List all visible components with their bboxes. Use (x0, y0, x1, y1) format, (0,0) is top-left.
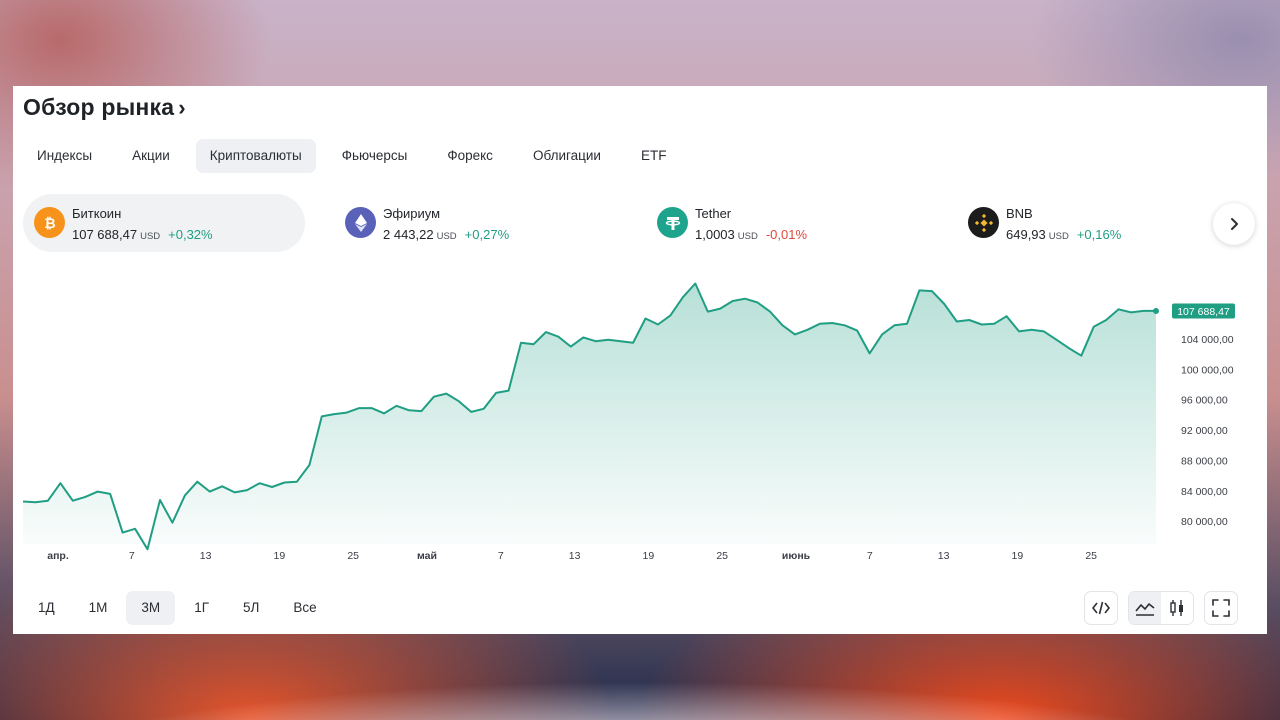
chart-toolbar (1084, 591, 1238, 625)
fullscreen-button[interactable] (1204, 591, 1238, 625)
ticker-carousel: ₿ Биткоин 107 688,47 USD +0,32% Эфириум 2 … (23, 194, 1255, 252)
y-tick-label: 96 000,00 (1181, 395, 1228, 407)
x-tick-label: 25 (1085, 550, 1097, 562)
page-title-link[interactable]: Обзор рынка › (23, 94, 186, 121)
tab-etf[interactable]: ETF (640, 148, 667, 163)
period-3m[interactable]: 3М (126, 591, 176, 625)
tab-stocks[interactable]: Акции (132, 148, 170, 163)
ticker-currency: USD (737, 231, 758, 242)
x-tick-label: май (417, 550, 437, 562)
x-tick-label: апр. (47, 550, 69, 562)
ticker-currency: USD (436, 231, 457, 242)
ticker-change: +0,32% (168, 227, 213, 242)
price-line (22, 282, 1156, 551)
y-tick-label: 104 000,00 (1181, 334, 1234, 346)
y-tick-label: 100 000,00 (1181, 364, 1234, 376)
svg-text:₿: ₿ (44, 216, 55, 232)
ticker-change: +0,27% (464, 227, 510, 242)
y-tick-label: 88 000,00 (1181, 455, 1228, 467)
period-selector: 1Д 1М 3М 1Г 5Л Все (23, 591, 336, 625)
x-tick-label: 19 (643, 550, 655, 562)
period-1y[interactable]: 1Г (194, 600, 210, 615)
ticker-name: Эфириум (383, 206, 441, 221)
ticker-value: 1,0003 USD -0,01% (695, 227, 807, 242)
ticker-value: 649,93 USD +0,16% (1006, 227, 1121, 242)
current-price-label: 107 688,47 (1177, 306, 1230, 318)
ticker-price: 2 443,22 (383, 227, 434, 242)
ticker-bitcoin[interactable]: ₿ Биткоин 107 688,47 USD +0,32% (23, 194, 305, 252)
candlestick-chart-button[interactable] (1161, 592, 1193, 624)
embed-code-button[interactable] (1084, 591, 1118, 625)
last-point-marker (1153, 307, 1159, 314)
x-tick-label: 13 (200, 550, 212, 562)
x-tick-label: 25 (347, 550, 359, 562)
tab-futures[interactable]: Фьючерсы (341, 148, 408, 163)
ethereum-icon (345, 207, 376, 238)
carousel-next-button[interactable] (1213, 203, 1255, 245)
x-tick-label: 7 (867, 550, 873, 562)
tab-forex[interactable]: Форекс (447, 148, 493, 163)
page-title: Обзор рынка (23, 94, 175, 120)
ticker-price: 107 688,47 (72, 227, 138, 242)
x-tick-label: 13 (569, 550, 581, 562)
x-tick-label: июнь (782, 550, 811, 562)
period-5y[interactable]: 5Л (243, 600, 260, 615)
x-tick-label: 25 (716, 550, 728, 562)
x-tick-label: 19 (1012, 550, 1024, 562)
price-chart[interactable]: 104 000,00 100 000,00 96 000,00 92 000,00 88… (13, 282, 1267, 572)
period-1m[interactable]: 1М (88, 600, 108, 615)
market-overview-panel: Обзор рынка › Индексы Акции Криптовалюты… (13, 86, 1267, 634)
ticker-name: BNB (1006, 206, 1033, 221)
ticker-name: Tether (695, 206, 732, 221)
ticker-value: 2 443,22 USD +0,27% (383, 227, 509, 242)
market-tabs: Индексы Акции Криптовалюты Фьючерсы Форе… (23, 139, 692, 173)
current-price-label-bg (1172, 303, 1235, 319)
period-all[interactable]: Все (293, 600, 317, 615)
y-tick-label: 92 000,00 (1181, 425, 1228, 437)
ticker-change: +0,16% (1076, 227, 1122, 242)
bnb-icon (968, 207, 999, 238)
x-tick-label: 7 (129, 550, 135, 562)
chevron-right-icon: › (178, 94, 186, 120)
ticker-value: 107 688,47 USD +0,32% (72, 227, 213, 242)
ticker-currency: USD (1048, 231, 1069, 242)
candlestick-icon (1170, 600, 1183, 616)
y-tick-label: 80 000,00 (1181, 516, 1228, 528)
tab-indices[interactable]: Индексы (37, 148, 93, 163)
ticker-ethereum[interactable]: Эфириум 2 443,22 USD +0,27% (334, 194, 616, 252)
ticker-tether[interactable]: Tether 1,0003 USD -0,01% (646, 194, 928, 252)
y-tick-label: 84 000,00 (1181, 486, 1228, 498)
period-1d[interactable]: 1Д (38, 600, 55, 615)
fullscreen-icon (1212, 599, 1230, 617)
ticker-price: 649,93 (1006, 227, 1046, 242)
area-chart-icon (1135, 603, 1155, 616)
bitcoin-icon: ₿ (34, 207, 65, 238)
tab-bonds[interactable]: Облигации (532, 148, 601, 163)
ticker-price: 1,0003 (695, 227, 735, 242)
tether-icon (657, 207, 688, 238)
x-tick-label: 13 (938, 550, 950, 562)
ticker-name: Биткоин (72, 206, 122, 221)
embed-code-icon (1092, 601, 1110, 615)
tab-crypto[interactable]: Криптовалюты (195, 139, 316, 173)
area-chart-button[interactable] (1129, 592, 1161, 624)
x-tick-label: 7 (498, 550, 504, 562)
x-tick-label: 19 (274, 550, 286, 562)
chevron-right-icon (1231, 218, 1238, 230)
ticker-bnb[interactable]: BNB 649,93 USD +0,16% (957, 194, 1239, 252)
ticker-currency: USD (140, 231, 161, 242)
chart-type-toggle (1128, 591, 1194, 625)
ticker-change: -0,01% (765, 227, 808, 242)
